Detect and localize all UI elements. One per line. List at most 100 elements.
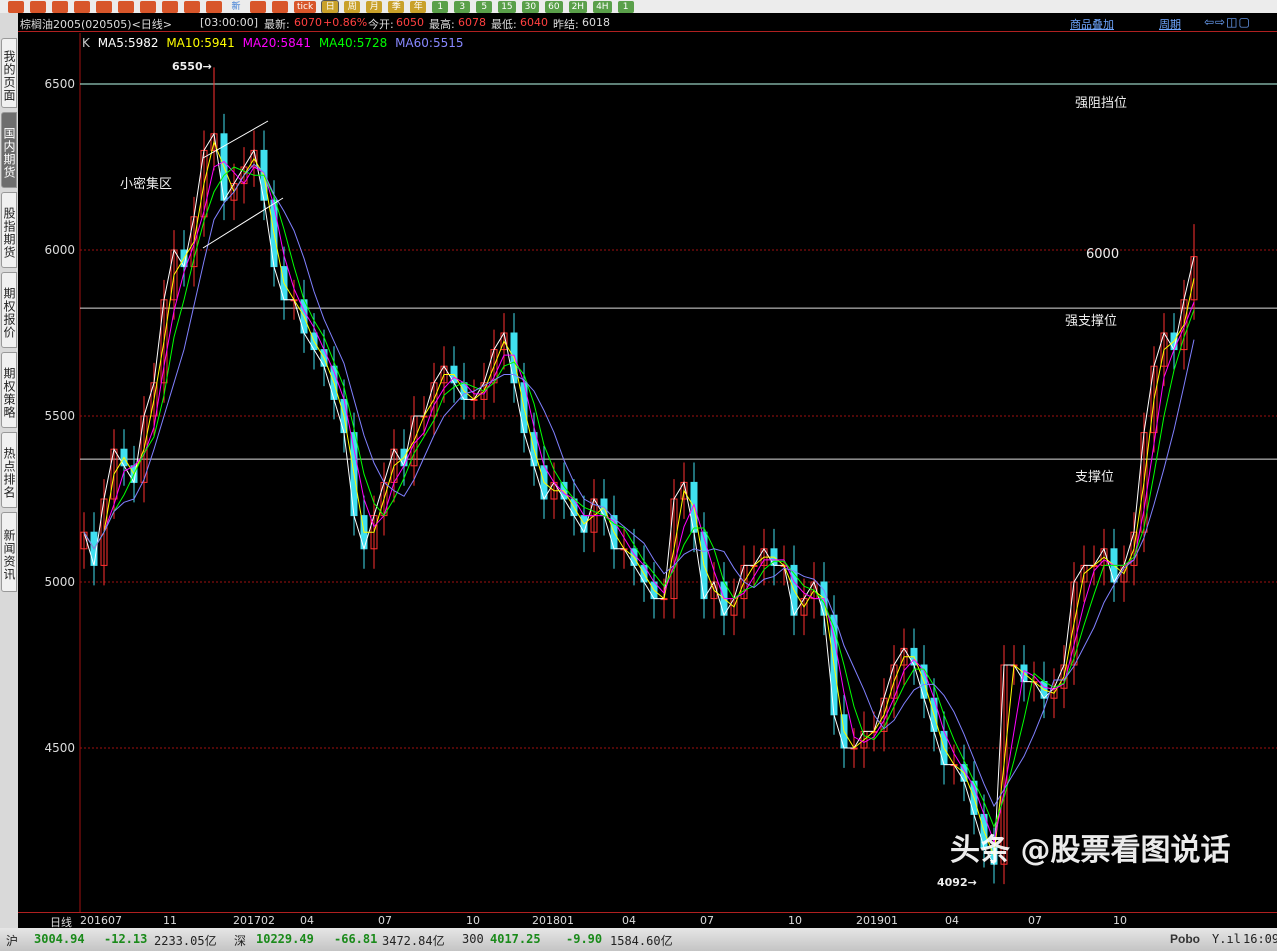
- period-button[interactable]: 60: [545, 0, 563, 13]
- low-label: 最低:: [491, 18, 517, 31]
- x-tick-label: 11: [163, 914, 177, 927]
- rocket-icon[interactable]: [184, 0, 200, 13]
- latest-price: 6070: [294, 16, 322, 29]
- trend-line: [202, 120, 269, 159]
- ma20-line: [83, 160, 1195, 844]
- x-tick-label: 04: [622, 914, 636, 927]
- ma40-line: [83, 166, 1195, 829]
- y-tick-label: 6500: [44, 77, 75, 91]
- period-button[interactable]: 1: [617, 0, 634, 13]
- high-price: 6078: [458, 16, 486, 29]
- box-icon[interactable]: [30, 0, 46, 13]
- sh-change: -12.13: [104, 932, 148, 946]
- period-button[interactable]: 15: [498, 0, 516, 13]
- ma20-label: MA20:5841: [242, 36, 311, 50]
- period-button[interactable]: 3: [454, 0, 471, 13]
- pen-icon[interactable]: [96, 0, 112, 13]
- period-button[interactable]: 日: [321, 0, 340, 13]
- clock: 16:09: [1243, 932, 1277, 946]
- ma-legend: K MA5:5982 MA10:5941 MA20:5841 MA40:5728…: [82, 36, 467, 50]
- x-tick-label: 201801: [532, 914, 574, 927]
- overlay-link[interactable]: 商品叠加: [1070, 18, 1114, 31]
- period-button[interactable]: 2H: [568, 0, 588, 13]
- annotation-peak: 6550→: [172, 60, 212, 73]
- y-tick-label: 5500: [44, 409, 75, 423]
- watermark: 头条 @股票看图说话: [950, 833, 1231, 868]
- annotation-dense: 小密集区: [120, 177, 173, 192]
- period-button[interactable]: 周: [344, 0, 361, 13]
- x-tick-label: 10: [1113, 914, 1127, 927]
- stop-icon[interactable]: [140, 0, 156, 13]
- ma40-label: MA40:5728: [318, 36, 388, 50]
- sz-label: 深: [234, 934, 247, 948]
- sz-change: -66.81: [334, 932, 378, 946]
- tick-icon[interactable]: tick: [294, 0, 317, 13]
- tab-0[interactable]: 我的页面: [1, 38, 17, 108]
- new-icon[interactable]: 新: [231, 1, 241, 12]
- period-button[interactable]: 季: [388, 0, 405, 13]
- period-button[interactable]: 年: [410, 0, 427, 13]
- sh-amount: 2233.05亿: [154, 934, 217, 948]
- hs300-amount: 1584.60亿: [610, 934, 673, 948]
- sz-index: 10229.49: [256, 932, 314, 946]
- tab-4[interactable]: 期权策略: [1, 352, 17, 428]
- x-tick-label: 07: [1028, 914, 1042, 927]
- x-tick-label: 07: [700, 914, 714, 927]
- annotation-6000: 6000: [1086, 247, 1120, 262]
- ma60-label: MA60:5515: [395, 36, 464, 50]
- y-tick-label: 4500: [44, 741, 75, 755]
- x-tick-label: 201702: [233, 914, 275, 927]
- hs300-change: -9.90: [566, 932, 603, 946]
- prev-settle: 6018: [582, 16, 610, 29]
- ma10-label: MA10:5941: [166, 36, 235, 50]
- low-price: 6040: [520, 16, 548, 29]
- tea-icon[interactable]: [74, 0, 90, 13]
- y-tick-label: 6000: [44, 243, 75, 257]
- quote-time: [03:00:00]: [200, 16, 258, 29]
- open-price: 6050: [396, 16, 424, 29]
- annotation-resist: 强阻挡位: [1075, 96, 1128, 111]
- sh-label: 沪: [6, 934, 19, 948]
- x-tick-label: 201607: [80, 914, 122, 927]
- hs300-index: 4017.25: [490, 932, 541, 946]
- high-label: 最高:: [429, 18, 455, 31]
- annotation-trough: 4092→: [937, 876, 977, 889]
- sz-amount: 3472.84亿: [382, 934, 445, 948]
- x-tick-label: 07: [378, 914, 392, 927]
- annotation-support: 支撑位: [1075, 470, 1115, 485]
- period-button[interactable]: 1: [432, 0, 449, 13]
- draw-icon[interactable]: [162, 0, 178, 13]
- sh-index: 3004.94: [34, 932, 85, 946]
- hs300-label: 300: [462, 932, 484, 946]
- x-axis: 日线 201607 11 201702 04 07 10 201801 04 07 10 201901…: [18, 912, 1277, 929]
- brand-logo: Pobo: [1170, 932, 1200, 946]
- tab-6[interactable]: 新闻资讯: [1, 512, 17, 592]
- tab-3[interactable]: 期权报价: [1, 272, 17, 348]
- x-tick-label: 04: [945, 914, 959, 927]
- peak-value: 6550: [172, 60, 203, 73]
- nav-buttons[interactable]: ⇦⇨◫▢: [1204, 15, 1251, 29]
- x-axis-prefix: 日线: [50, 916, 72, 929]
- tab-1[interactable]: 国内期货: [1, 112, 17, 188]
- pen2-icon[interactable]: [118, 0, 134, 13]
- period-button[interactable]: 5: [476, 0, 493, 13]
- chart-icon[interactable]: [272, 0, 288, 13]
- status-bar: 沪 3004.94 -12.13 2233.05亿 深 10229.49 -66…: [0, 928, 1277, 951]
- grid-icon[interactable]: [250, 0, 266, 13]
- period-button[interactable]: 月: [366, 0, 383, 13]
- annotation-strong-support: 强支撑位: [1065, 314, 1118, 329]
- period-button[interactable]: 30: [521, 0, 540, 13]
- ma60-line: [83, 163, 1195, 808]
- latest-label: 最新:: [264, 18, 290, 31]
- house-icon[interactable]: [8, 0, 24, 13]
- f10-icon[interactable]: [52, 0, 68, 13]
- tab-5[interactable]: 热点排名: [1, 432, 17, 508]
- period-link[interactable]: 周期: [1159, 18, 1181, 31]
- trend-line: [202, 197, 284, 249]
- k-label: K: [82, 36, 90, 50]
- pin-icon[interactable]: [206, 0, 222, 13]
- candlestick-chart[interactable]: 4500 5000 5500 6000 6500: [18, 33, 1277, 912]
- x-tick-label: 10: [466, 914, 480, 927]
- tab-2[interactable]: 股指期货: [1, 192, 17, 268]
- period-button[interactable]: 4H: [593, 0, 612, 13]
